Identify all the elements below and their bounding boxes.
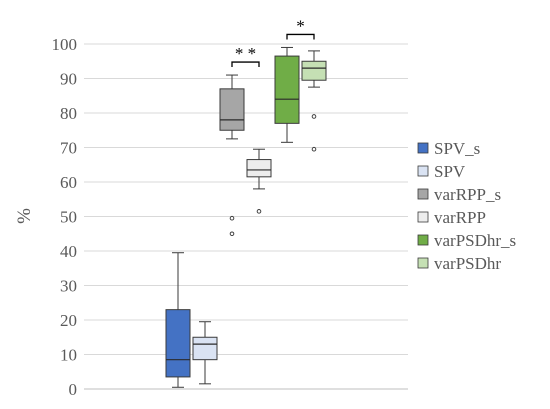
box-varPSDhr_s xyxy=(274,46,300,143)
box-body xyxy=(165,309,191,378)
outlier-point xyxy=(229,215,235,221)
outlier-point xyxy=(229,231,235,237)
legend-label: SPV xyxy=(434,162,466,181)
box-SPV xyxy=(192,321,218,385)
legend-item-SPV_s: SPV_s xyxy=(417,139,480,158)
y-tick-label: 10 xyxy=(60,346,77,365)
y-tick-label: 0 xyxy=(69,380,78,399)
outlier-point xyxy=(256,209,262,214)
box-body xyxy=(192,336,218,361)
box-varRPP_s xyxy=(219,74,245,237)
legend-label: varPSDhr xyxy=(434,254,501,273)
significance-annotations: * * * xyxy=(231,16,315,68)
y-tick-label: 20 xyxy=(60,311,77,330)
y-axis-ticks: 0 10 20 30 40 50 60 70 80 90 100 xyxy=(52,35,78,399)
legend-swatch xyxy=(417,211,429,223)
legend-swatch xyxy=(417,142,429,154)
legend-label: varPSDhr_s xyxy=(434,231,516,250)
legend-label: varRPP_s xyxy=(434,185,501,204)
outlier-point xyxy=(311,146,317,152)
y-tick-label: 30 xyxy=(60,277,77,296)
boxes xyxy=(165,46,327,388)
box-body xyxy=(301,60,327,81)
y-tick-label: 80 xyxy=(60,104,77,123)
significance-stars: * xyxy=(296,16,305,35)
outlier-point xyxy=(311,114,317,119)
significance-stars: * * xyxy=(235,44,256,63)
legend-swatch xyxy=(417,234,429,246)
y-tick-label: 90 xyxy=(60,70,77,89)
legend-label: varRPP xyxy=(434,208,486,227)
legend-item-SPV: SPV xyxy=(417,162,466,181)
y-axis-label: % xyxy=(14,208,35,224)
y-tick-label: 60 xyxy=(60,173,77,192)
significance-bracket xyxy=(286,33,315,40)
y-tick-label: 70 xyxy=(60,139,77,158)
legend-item-varPSDhr: varPSDhr xyxy=(417,254,501,273)
legend-label: SPV_s xyxy=(434,139,480,158)
legend-swatch xyxy=(417,165,429,177)
y-tick-label: 50 xyxy=(60,208,77,227)
legend-swatch xyxy=(417,257,429,269)
legend-item-varRPP_s: varRPP_s xyxy=(417,185,501,204)
legend: SPV_s SPV varRPP_s varRPP varPSDhr_s varPSDhr xyxy=(417,139,516,273)
box-body xyxy=(246,159,272,178)
box-body xyxy=(219,88,245,131)
box-SPV_s xyxy=(165,252,191,388)
y-tick-label: 40 xyxy=(60,242,77,261)
legend-item-varPSDhr_s: varPSDhr_s xyxy=(417,231,516,250)
legend-item-varRPP: varRPP xyxy=(417,208,486,227)
y-tick-label: 100 xyxy=(52,35,78,54)
box-body xyxy=(274,55,300,124)
gridlines xyxy=(84,43,408,390)
box-varPSDhr xyxy=(301,50,327,152)
legend-swatch xyxy=(417,188,429,200)
significance-bracket xyxy=(231,61,260,68)
box-varRPP xyxy=(246,148,272,214)
